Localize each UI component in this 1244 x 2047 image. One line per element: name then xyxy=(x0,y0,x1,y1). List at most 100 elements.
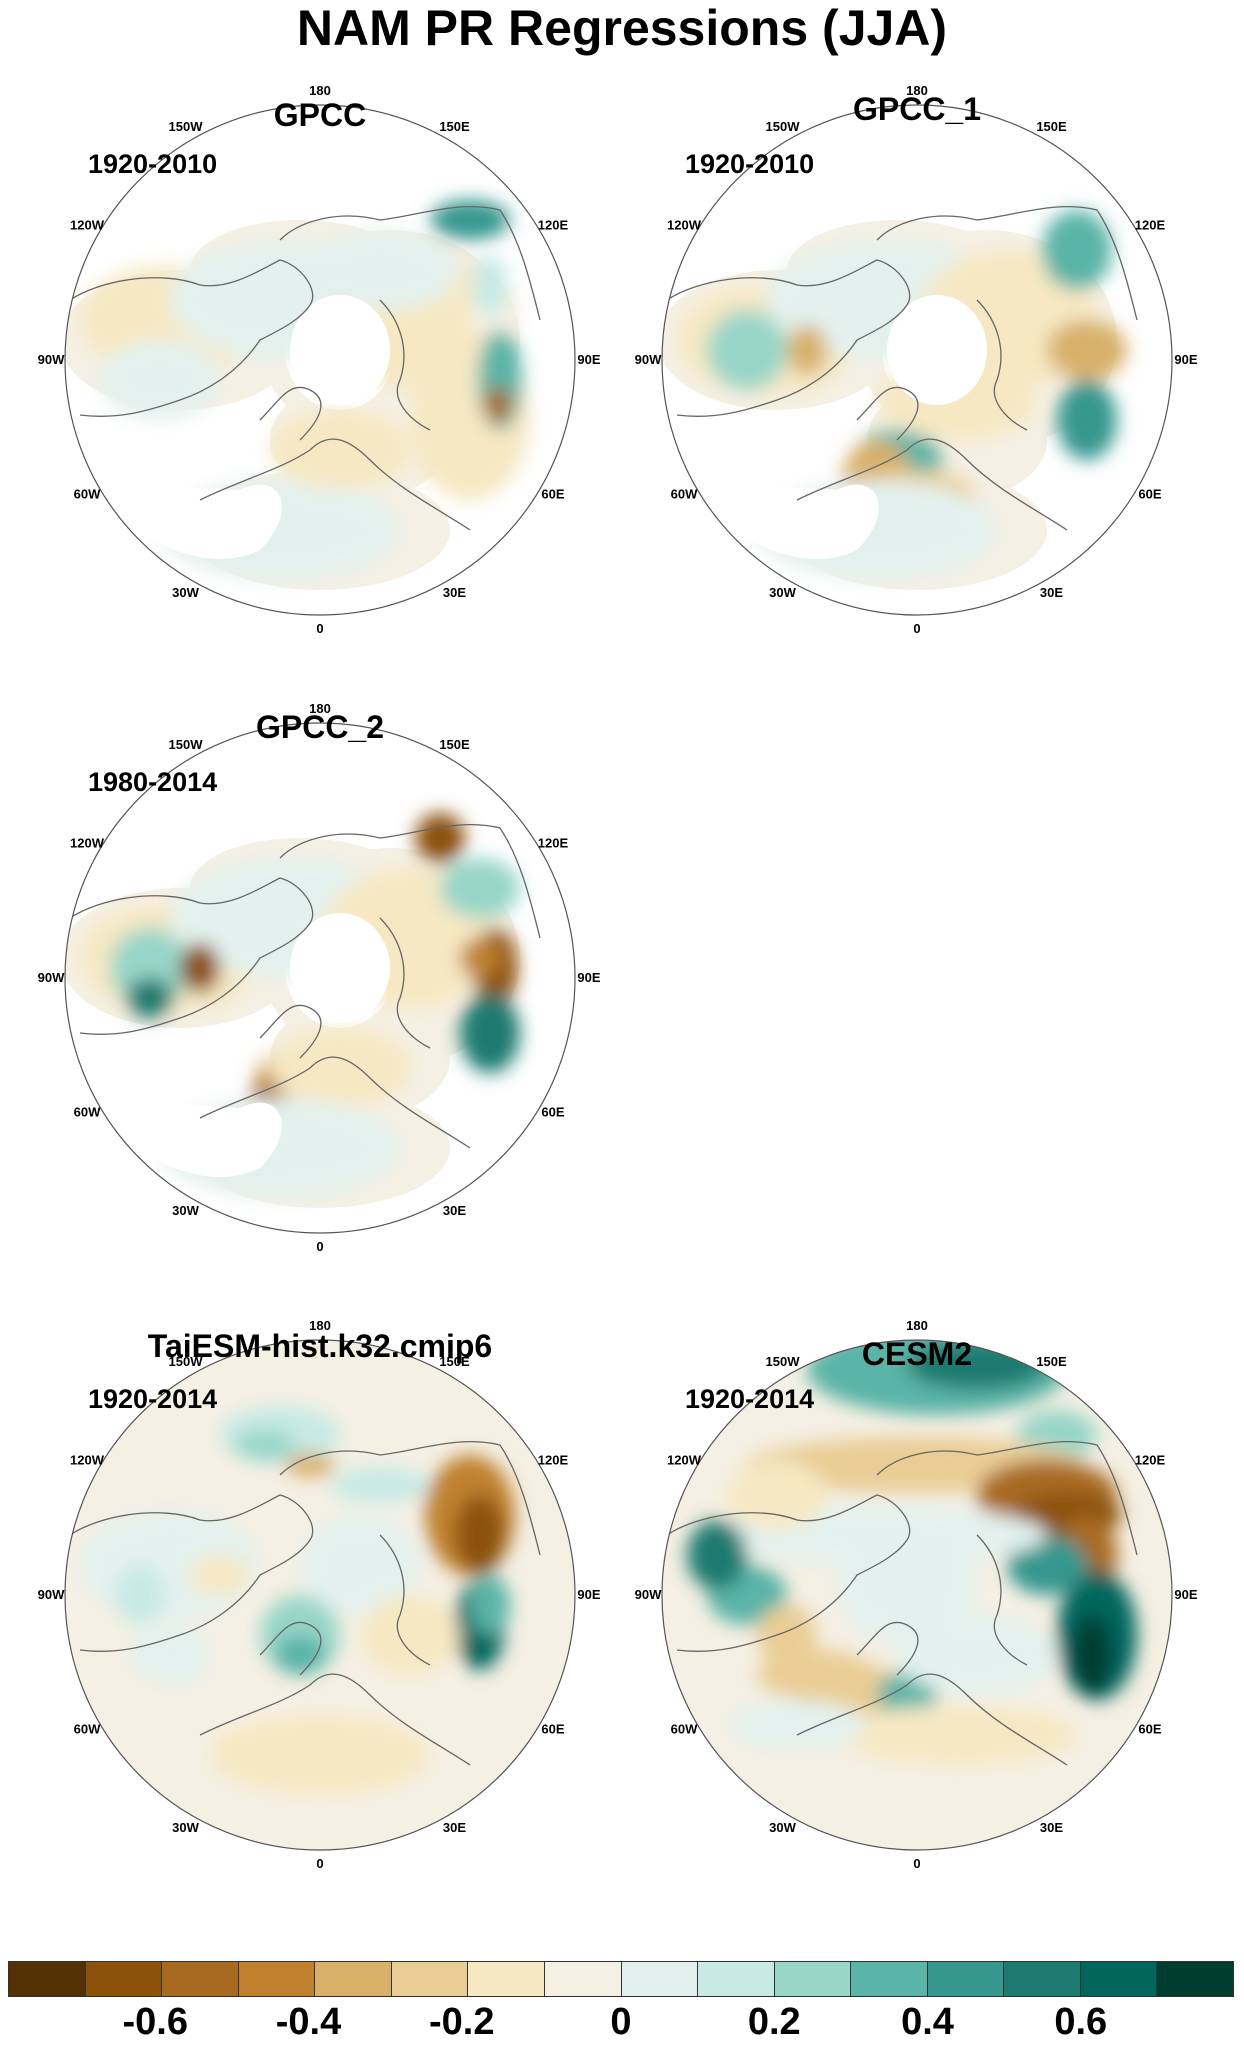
longitude-label: 30W xyxy=(769,1820,796,1835)
colorbar-swatch xyxy=(544,1962,622,1996)
longitude-label: 120E xyxy=(1135,1453,1166,1468)
coastline xyxy=(279,205,541,321)
longitude-label: 90W xyxy=(38,1587,65,1602)
anomaly-region xyxy=(837,1525,977,1645)
colorbar-swatch xyxy=(162,1962,239,1996)
coastline xyxy=(666,1494,911,1652)
longitude-label: 30E xyxy=(443,585,466,600)
longitude-label: 150E xyxy=(1036,1354,1067,1369)
longitude-label: 30E xyxy=(1040,585,1063,600)
panel-period: 1980-2014 xyxy=(88,767,218,797)
anomaly-region xyxy=(360,1595,460,1675)
atlantic-mask xyxy=(677,480,879,560)
anomaly-region xyxy=(130,1625,210,1685)
anomaly-region xyxy=(190,1555,250,1595)
anomaly-region xyxy=(210,1715,430,1795)
longitude-label: 150W xyxy=(169,737,204,752)
longitude-label: 60E xyxy=(1138,487,1161,502)
panel-gpcc-2: 180 150E 120E 90E 60E 30E 0 30W 60W 90W 120W 150W G… xyxy=(20,693,620,1313)
anomaly-region xyxy=(180,943,220,993)
panel-title: GPCC xyxy=(273,97,367,133)
longitude-label: 60E xyxy=(541,1105,564,1120)
colorbar-label: 0 xyxy=(610,2001,632,2043)
coastline xyxy=(199,1673,471,1766)
colorbar-label: -0.4 xyxy=(275,2001,342,2043)
longitude-label: 120W xyxy=(70,218,105,233)
colorbar xyxy=(8,1961,1234,1997)
anomaly-region xyxy=(275,1635,325,1675)
anomaly-region xyxy=(270,410,410,490)
anomaly-region xyxy=(430,200,510,240)
colorbar-label: 0.6 xyxy=(1054,2001,1108,2043)
anomaly-region xyxy=(1007,1535,1087,1595)
longitude-label: 90W xyxy=(38,352,65,367)
anomaly-region xyxy=(440,858,520,918)
longitude-label: 180 xyxy=(309,701,331,716)
longitude-label: 0 xyxy=(316,621,323,636)
coastline xyxy=(259,386,322,441)
longitude-label: 30E xyxy=(443,1820,466,1835)
colorbar-label: -0.6 xyxy=(122,2001,188,2043)
coastline xyxy=(69,877,314,1035)
anomaly-region xyxy=(415,813,465,863)
longitude-label: 150W xyxy=(766,1354,801,1369)
anomaly-region xyxy=(787,325,827,375)
anomaly-region xyxy=(285,1453,335,1477)
longitude-label: 120E xyxy=(1135,218,1166,233)
longitude-label: 120E xyxy=(538,836,569,851)
longitude-label: 90E xyxy=(577,352,600,367)
colorbar-swatch xyxy=(851,1962,928,1996)
arctic-mask xyxy=(290,913,390,1023)
longitude-label: 90E xyxy=(577,970,600,985)
coastline xyxy=(796,1673,1068,1766)
longitude-label: 120W xyxy=(667,218,702,233)
map-boundary xyxy=(64,1339,576,1851)
anomaly-region xyxy=(330,1467,430,1503)
panel-period: 1920-2010 xyxy=(88,149,218,179)
atlantic-mask xyxy=(80,1098,282,1178)
longitude-label: 180 xyxy=(309,83,331,98)
arctic-mask xyxy=(887,295,987,405)
longitude-label: 90E xyxy=(577,1587,600,1602)
anomaly-region xyxy=(484,387,512,423)
polar-map: 180 150E 120E 90E 60E 30E 0 30W 60W 90W 120W 150W xyxy=(38,1318,601,1871)
coastline xyxy=(69,259,314,417)
longitude-label: 150E xyxy=(439,737,470,752)
colorbar-swatch xyxy=(927,1962,1005,1996)
anomaly-region xyxy=(270,1028,410,1108)
longitude-label: 60E xyxy=(541,487,564,502)
longitude-label: 60W xyxy=(74,1722,101,1737)
anomaly-region xyxy=(687,1520,747,1590)
colorbar-swatch xyxy=(774,1962,852,1996)
longitude-label: 30E xyxy=(1040,1820,1063,1835)
coastline xyxy=(199,438,471,531)
panel-cesm2: 180 150E 120E 90E 60E 30E 0 30W 60W 90W 120W 150W C… xyxy=(617,1310,1217,1930)
longitude-label: 90W xyxy=(635,352,662,367)
panel-period: 1920-2014 xyxy=(685,1384,815,1414)
coastline xyxy=(876,205,1138,321)
colorbar-swatch xyxy=(621,1962,699,1996)
longitude-label: 30W xyxy=(172,1820,199,1835)
longitude-label: 180 xyxy=(906,1318,928,1333)
longitude-label: 120E xyxy=(538,1453,569,1468)
anomaly-region xyxy=(472,255,508,315)
longitude-label: 90E xyxy=(1174,1587,1197,1602)
coastline xyxy=(856,1621,919,1676)
panel-title: TaiESM-hist.k32.cmip6 xyxy=(147,1328,493,1364)
map-boundary xyxy=(661,1339,1173,1851)
anomaly-region xyxy=(1057,380,1117,460)
colorbar-swatch xyxy=(391,1962,469,1996)
coastline xyxy=(259,1621,322,1676)
longitude-label: 150W xyxy=(169,1354,204,1369)
longitude-label: 60W xyxy=(671,1722,698,1737)
anomaly-region xyxy=(300,230,460,310)
map-boundary xyxy=(661,104,1173,616)
anomaly-region xyxy=(1047,320,1127,380)
longitude-label: 180 xyxy=(906,83,928,98)
longitude-label: 120W xyxy=(667,1453,702,1468)
longitude-label: 0 xyxy=(913,621,920,636)
colorbar-swatch xyxy=(1080,1962,1158,1996)
colorbar-swatch xyxy=(9,1962,86,1996)
panel-gpcc-1: 180 150E 120E 90E 60E 30E 0 30W 60W 90W 120W 150W G… xyxy=(617,75,1217,695)
panel-title: GPCC_1 xyxy=(852,91,982,127)
